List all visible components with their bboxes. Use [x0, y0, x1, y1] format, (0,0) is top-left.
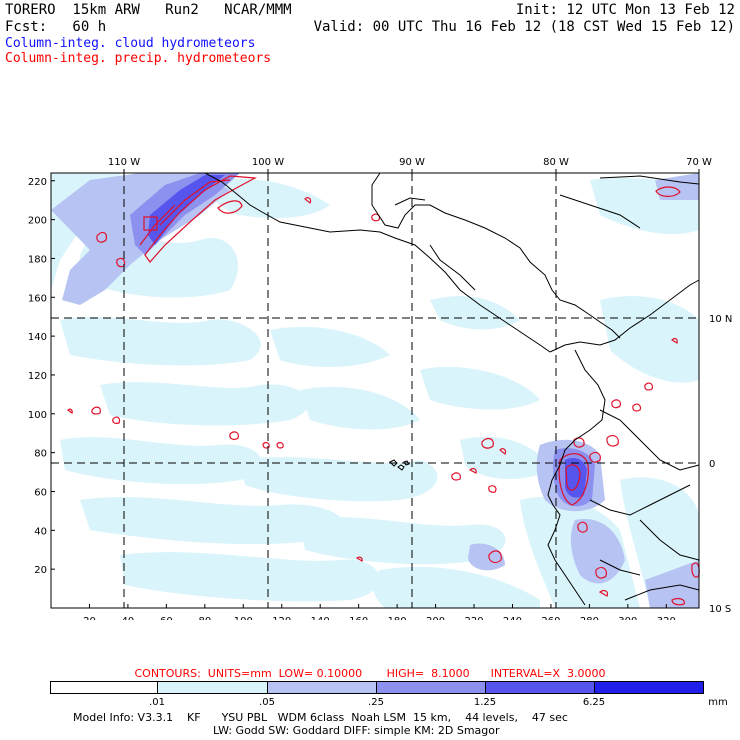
- x-tick-label: 200: [426, 616, 445, 620]
- lat-label: 0: [709, 459, 715, 470]
- y-tick-label: 80: [34, 449, 47, 460]
- y-tick-label: 20: [34, 565, 47, 576]
- field-label-precip: Column-integ. precip. hydrometeors: [5, 51, 272, 66]
- y-tick-label: 220: [28, 177, 47, 188]
- colorbar-level-label: .25: [368, 697, 384, 708]
- latlon-grid: [51, 173, 699, 608]
- colorbar-units: mm: [708, 697, 728, 708]
- y-tick-label: 180: [28, 254, 47, 265]
- field-label-cloud: Column-integ. cloud hydrometeors: [5, 36, 256, 51]
- x-tick-label: 300: [618, 616, 637, 620]
- valid-time: Valid: 00 UTC Thu 16 Feb 12 (18 CST Wed …: [313, 19, 735, 35]
- y-tick-label: 160: [28, 293, 47, 304]
- colorbar-level-label: .05: [259, 697, 275, 708]
- map-panel: 20 40 60 80 100 120 140 160 180 200 220 20 40 60 80 100…: [28, 157, 732, 620]
- x-tick-label: 320: [657, 616, 676, 620]
- axis-ticks: [51, 169, 700, 608]
- x-tick-label: 280: [580, 616, 599, 620]
- x-tick-label: 160: [349, 616, 368, 620]
- x-tick-label: 140: [311, 616, 330, 620]
- y-tick-label: 120: [28, 371, 47, 382]
- y-tick-label: 140: [28, 332, 47, 343]
- lat-label: 10 N: [709, 314, 732, 325]
- lat-label: 10 S: [709, 604, 731, 615]
- x-tick-label: 40: [122, 616, 135, 620]
- y-tick-label: 200: [28, 216, 47, 227]
- colorbar-level-label: .01: [149, 697, 165, 708]
- lon-label: 100 W: [252, 157, 284, 168]
- x-tick-label: 120: [272, 616, 291, 620]
- x-tick-label: 100: [234, 616, 253, 620]
- map-frame: [50, 172, 700, 609]
- y-tick-label: 60: [34, 487, 47, 498]
- lon-label: 80 W: [543, 157, 569, 168]
- init-time: Init: 12 UTC Mon 13 Feb 12: [515, 2, 735, 18]
- model-info-line2: LW: Godd SW: Goddard DIFF: simple KM: 2D…: [213, 724, 500, 737]
- cloud-fill-layer: [51, 173, 699, 608]
- colorbar-segment: [50, 681, 158, 694]
- contours-legend: CONTOURS: UNITS=mm LOW= 0.10000 HIGH= 8.…: [134, 667, 606, 680]
- run-title: TORERO 15km ARW Run2 NCAR/MMM: [5, 2, 292, 18]
- colorbar-segment: [376, 681, 486, 694]
- colorbar-segment: [157, 681, 268, 694]
- lon-label: 110 W: [108, 157, 140, 168]
- coastline-layer: [204, 172, 700, 606]
- model-info-line1: Model Info: V3.3.1 KF YSU PBL WDM 6class…: [73, 711, 568, 724]
- x-tick-label: 20: [83, 616, 96, 620]
- axis-labels: 20 40 60 80 100 120 140 160 180 200 220 20 40 60 80 100…: [28, 157, 732, 620]
- x-tick-label: 220: [464, 616, 483, 620]
- x-tick-label: 80: [198, 616, 211, 620]
- colorbar-level-label: 6.25: [582, 697, 606, 708]
- x-tick-label: 60: [160, 616, 173, 620]
- lon-label: 90 W: [399, 157, 425, 168]
- y-tick-label: 100: [28, 410, 47, 421]
- lon-label: 70 W: [686, 157, 712, 168]
- colorbar-level-label: 1.25: [473, 697, 497, 708]
- colorbar-segment: [594, 681, 704, 694]
- colorbar-segment: [485, 681, 595, 694]
- colorbar-segment: [267, 681, 377, 694]
- y-tick-label: 40: [34, 526, 47, 537]
- x-tick-label: 240: [503, 616, 522, 620]
- x-tick-label: 260: [541, 616, 560, 620]
- x-tick-label: 180: [388, 616, 407, 620]
- forecast-hour: Fcst: 60 h: [5, 19, 107, 35]
